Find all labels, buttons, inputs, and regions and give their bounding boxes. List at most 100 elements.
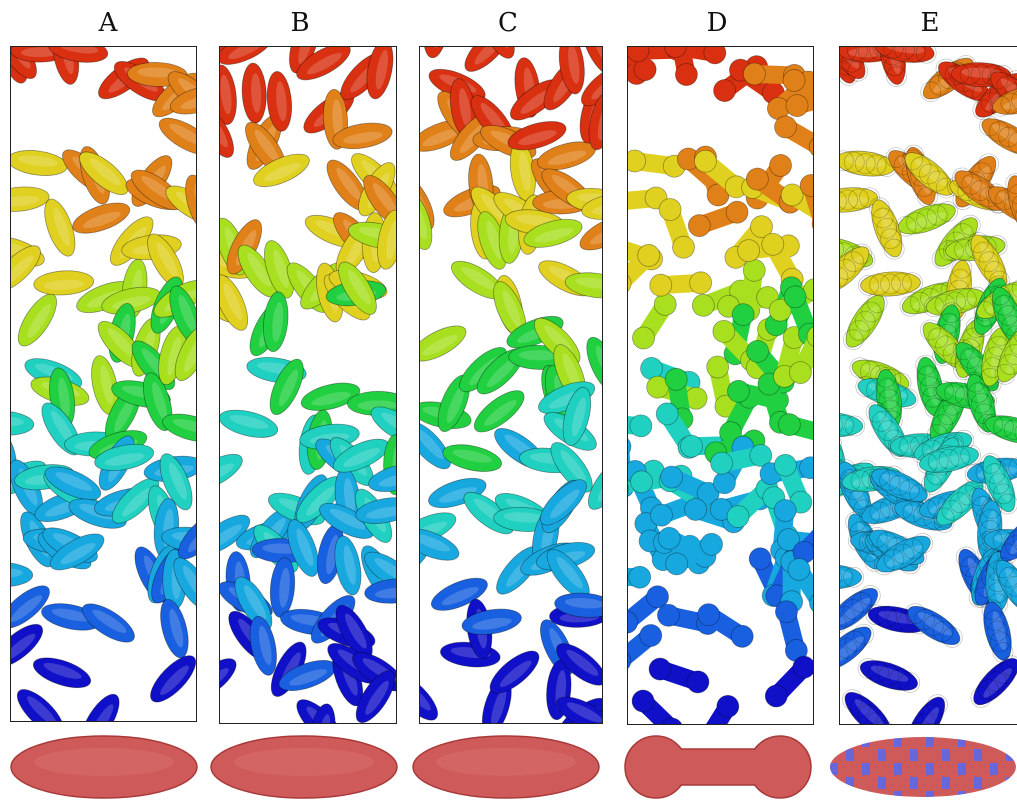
packed-particle [159,453,193,511]
packed-particle [628,565,652,589]
packed-particle [44,466,102,501]
packed-particle [509,141,536,202]
packed-particle [840,150,898,177]
packed-particle [694,149,748,199]
packed-particle [777,413,813,444]
packed-particle [420,325,467,362]
packed-particle [80,693,120,721]
packed-particle [649,271,713,297]
multisphere-segment [910,777,918,789]
packed-particle [979,115,1017,156]
packed-particle [982,413,1017,445]
packed-particle [142,372,173,432]
packed-particle [628,585,669,634]
packed-particle [338,261,377,315]
packed-particle [430,577,488,611]
label-c: C [498,8,518,38]
packed-particle [296,47,351,81]
multisphere-segment [894,763,902,775]
packed-particle [326,159,368,211]
packing-panel-e [839,46,1017,725]
ellipsoid-particle-icon [210,735,398,799]
packed-particle [697,603,754,648]
packed-particle [550,442,593,493]
packed-particle [981,599,1014,663]
packed-particle [857,658,921,693]
packed-particle [81,603,135,643]
packed-particle [873,533,934,576]
packed-particle [989,284,1017,347]
packed-particle [101,286,161,315]
packed-particle [177,512,196,560]
packed-particle [586,336,602,393]
packed-particle [420,421,451,470]
packed-particle [660,465,720,505]
packed-particle [461,608,522,635]
ellipsoid-particle-icon [10,735,198,799]
packed-particle [428,477,487,509]
packed-particle [451,260,505,300]
packed-particle [262,291,289,353]
multisphere-segment [990,737,998,747]
packed-particle [32,657,92,689]
packed-particle [220,47,274,65]
multisphere-segment [942,749,950,761]
packed-particle [11,562,34,588]
packed-particle [147,233,184,289]
packed-particle [33,270,95,296]
packed-particle [423,47,450,59]
packed-particle [241,62,267,124]
packed-particle [420,528,460,561]
packed-particle [347,390,396,416]
spherocylinder-particle-icon [624,735,812,799]
packed-particle [787,558,813,615]
multisphere-segment [1006,777,1014,789]
packed-particle [774,115,813,159]
packed-particle [540,479,587,526]
packed-particle [420,673,439,721]
multisphere-segment [942,777,950,789]
multisphere-segment [1006,749,1014,761]
packed-particle [79,151,129,196]
packed-particle [220,409,279,438]
multisphere-segment [846,749,854,761]
packed-particle [799,174,813,236]
packed-particle [987,723,1017,724]
multisphere-segment [862,763,870,775]
packed-particle [579,214,602,251]
packed-particle [489,650,540,694]
packed-particle [842,292,888,351]
packed-particle [249,615,277,676]
multisphere-segment [958,791,966,797]
packed-particle [166,720,196,721]
packed-particle [997,514,1017,565]
packed-particle [11,186,50,212]
packed-particle [556,643,602,686]
packed-particle [370,406,396,445]
packed-particle [11,245,41,292]
packed-particle [840,412,866,438]
packed-particle [442,444,503,472]
packed-particle [220,514,251,555]
label-b: B [290,8,310,38]
packed-particle [658,198,695,259]
packed-particle [473,390,525,433]
packed-particle [581,193,602,220]
packed-particle [564,272,602,299]
multisphere-particle-icon [830,737,1016,797]
packed-particle [556,696,602,723]
multisphere-segment [862,791,870,797]
packed-particle [309,703,336,723]
packed-particle [726,477,779,528]
packed-particle [420,191,433,251]
packed-particle [580,63,602,107]
packed-particle [174,325,196,382]
packed-particle [923,286,988,318]
packed-particle [334,535,362,596]
packed-particle [869,465,930,505]
packing-panel-c [419,46,603,724]
multisphere-segment [974,749,982,761]
packed-particle [872,47,937,64]
packed-particle [355,670,396,723]
packed-particle [269,557,296,618]
